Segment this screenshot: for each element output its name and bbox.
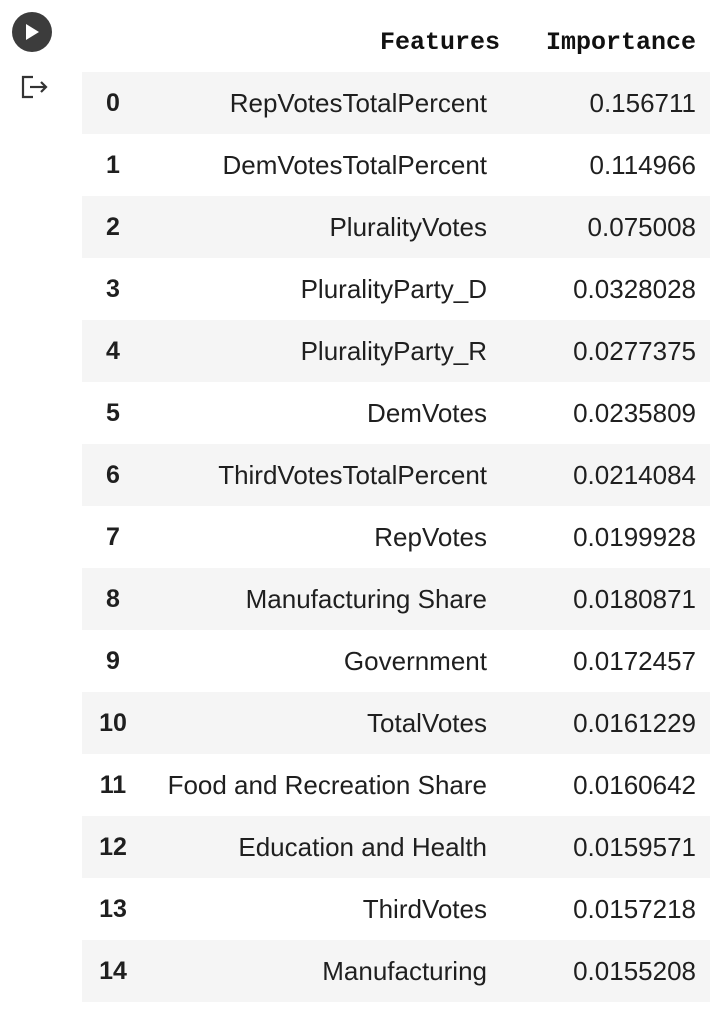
importance-cell: 0.0199928 (573, 521, 696, 552)
row-index: 7 (106, 522, 120, 551)
row-index: 3 (106, 274, 120, 303)
feature-cell: PluralityVotes (329, 211, 487, 242)
cell-output: Features Importance 0 RepVotesTotalPercen… (82, 12, 710, 1002)
table-row: 5 DemVotes 0.0235809 (82, 382, 710, 444)
importance-cell: 0.0159571 (573, 831, 696, 862)
feature-cell: RepVotesTotalPercent (229, 87, 487, 118)
feature-cell: DemVotesTotalPercent (222, 149, 487, 180)
table-row: 2 PluralityVotes 0.075008 (82, 196, 710, 258)
row-index: 9 (106, 646, 120, 675)
output-redirect-icon[interactable] (20, 74, 50, 100)
importance-cell: 0.0235809 (573, 397, 696, 428)
feature-cell: ThirdVotesTotalPercent (218, 459, 487, 490)
dataframe-table: Features Importance 0 RepVotesTotalPercen… (82, 12, 710, 1002)
table-row: 7 RepVotes 0.0199928 (82, 506, 710, 568)
importance-cell: 0.0180871 (573, 583, 696, 614)
play-icon (26, 24, 39, 40)
importance-cell: 0.0157218 (573, 893, 696, 924)
feature-cell: PluralityParty_D (300, 273, 487, 304)
feature-cell: TotalVotes (367, 707, 487, 738)
importance-cell: 0.0328028 (573, 273, 696, 304)
table-row: 8 Manufacturing Share 0.0180871 (82, 568, 710, 630)
table-row: 1 DemVotesTotalPercent 0.114966 (82, 134, 710, 196)
feature-cell: PluralityParty_R (300, 335, 487, 366)
importance-cell: 0.114966 (589, 149, 696, 180)
importance-cell: 0.0277375 (573, 335, 696, 366)
importance-cell: 0.0155208 (573, 955, 696, 986)
importance-header: Importance (545, 27, 696, 57)
cell-gutter (0, 0, 70, 1020)
feature-cell: Education and Health (238, 831, 487, 862)
row-index: 0 (106, 88, 120, 117)
feature-cell: DemVotes (367, 397, 487, 428)
feature-cell: Manufacturing (322, 955, 487, 986)
row-index: 5 (106, 398, 120, 427)
row-index: 12 (99, 832, 127, 861)
table-row: 3 PluralityParty_D 0.0328028 (82, 258, 710, 320)
importance-cell: 0.156711 (589, 87, 696, 118)
importance-cell: 0.075008 (587, 211, 696, 242)
table-row: 12 Education and Health 0.0159571 (82, 816, 710, 878)
table-row: 4 PluralityParty_R 0.0277375 (82, 320, 710, 382)
importance-cell: 0.0160642 (573, 769, 696, 800)
table-body: 0 RepVotesTotalPercent 0.156711 1 DemVotesTo… (82, 72, 710, 1002)
row-index: 6 (106, 460, 120, 489)
table-row: 6 ThirdVotesTotalPercent 0.0214084 (82, 444, 710, 506)
index-header (82, 12, 144, 72)
feature-cell: RepVotes (374, 521, 487, 552)
importance-cell: 0.0214084 (573, 459, 696, 490)
row-index: 13 (99, 894, 127, 923)
feature-cell: ThirdVotes (362, 893, 487, 924)
feature-cell: Food and Recreation Share (167, 769, 487, 800)
table-row: 0 RepVotesTotalPercent 0.156711 (82, 72, 710, 134)
feature-cell: Government (343, 645, 487, 676)
feature-cell: Manufacturing Share (245, 583, 487, 614)
row-index: 11 (99, 770, 127, 799)
importance-cell: 0.0172457 (573, 645, 696, 676)
table-row: 14 Manufacturing 0.0155208 (82, 940, 710, 1002)
run-cell-button[interactable] (12, 12, 52, 52)
row-index: 4 (106, 336, 120, 365)
row-index: 10 (99, 708, 127, 737)
features-header: Features (379, 27, 500, 57)
table-row: 10 TotalVotes 0.0161229 (82, 692, 710, 754)
row-index: 8 (106, 584, 120, 613)
row-index: 1 (106, 150, 120, 179)
importance-cell: 0.0161229 (573, 707, 696, 738)
table-row: 13 ThirdVotes 0.0157218 (82, 878, 710, 940)
table-row: 11 Food and Recreation Share 0.0160642 (82, 754, 710, 816)
row-index: 14 (99, 956, 127, 985)
table-row: 9 Government 0.0172457 (82, 630, 710, 692)
table-header-row: Features Importance (82, 12, 710, 72)
row-index: 2 (106, 212, 120, 241)
